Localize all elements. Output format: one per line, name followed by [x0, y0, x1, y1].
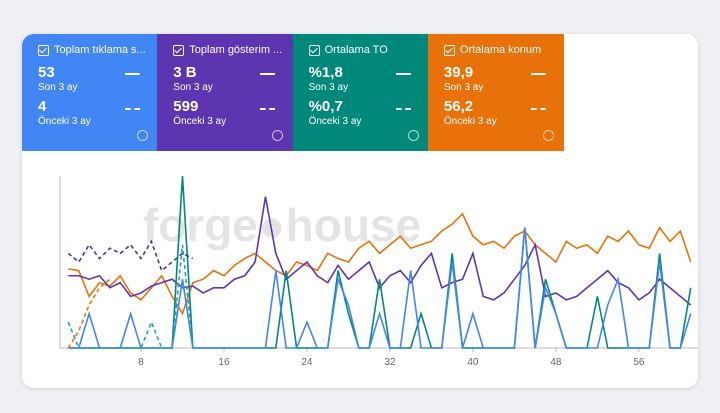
- help-icon[interactable]: [407, 130, 419, 141]
- checkbox: [173, 44, 185, 56]
- card-value: 3 B: [173, 64, 197, 81]
- card-title: Ortalama konum: [443, 44, 556, 56]
- card-title: Toplam tıklama s...: [38, 44, 150, 56]
- chart: forge●house 8 16 24 32 40 48 56: [59, 175, 698, 368]
- card-period: Son 3 ay: [308, 82, 349, 93]
- card-value: 39,9: [443, 64, 474, 81]
- x-tick-label: 16: [218, 357, 230, 368]
- card-period: Son 3 ay: [38, 82, 78, 93]
- card-prev-value: 599: [173, 98, 199, 115]
- card-title-text: Ortalama konum: [459, 44, 542, 56]
- metric-card[interactable]: Toplam gösterim ... 3 B Son 3 ay 599 Önceki …: [157, 34, 294, 151]
- card-prev-period: Önceki 3 ay: [443, 116, 497, 127]
- legend-solid: [530, 73, 546, 75]
- legend-solid: [395, 73, 411, 75]
- card-prev-value: 4: [38, 98, 47, 115]
- card-title-text: Toplam gösterim ...: [189, 44, 283, 56]
- legend-dashed: [260, 108, 276, 110]
- x-tick-label: 48: [550, 357, 562, 368]
- x-tick-label: 24: [301, 357, 313, 368]
- card-title: Ortalama TO: [308, 44, 421, 56]
- card-period: Son 3 ay: [173, 82, 213, 93]
- card-title-text: Toplam tıklama s...: [54, 44, 146, 56]
- x-tick-label: 56: [633, 357, 645, 368]
- checkbox: [443, 44, 455, 56]
- watermark: forge●house: [143, 199, 421, 251]
- card-prev-period: Önceki 3 ay: [173, 116, 227, 127]
- card-prev-value: %0,7: [308, 98, 343, 115]
- card-value: 53: [38, 64, 55, 81]
- metric-card[interactable]: Ortalama TO %1,8 Son 3 ay %0,7 Önceki 3 ay: [292, 34, 429, 151]
- help-icon[interactable]: [542, 130, 554, 141]
- x-tick-label: 8: [138, 357, 144, 368]
- card-period: Son 3 ay: [443, 82, 484, 93]
- card-title: Toplam gösterim ...: [173, 44, 285, 56]
- series-line: [68, 196, 692, 306]
- legend-dashed: [125, 108, 140, 110]
- x-tick-label: 32: [384, 357, 396, 368]
- metric-card[interactable]: Ortalama konum 39,9 Son 3 ay 56,2 Önceki 3 a…: [427, 34, 564, 151]
- legend-solid: [260, 73, 276, 75]
- checkbox: [308, 44, 320, 56]
- card-title-text: Ortalama TO: [324, 44, 388, 56]
- series-line: [67, 244, 194, 349]
- series-line: [67, 278, 111, 349]
- legend-dashed: [395, 108, 411, 110]
- card-prev-period: Önceki 3 ay: [38, 116, 91, 127]
- card-prev-value: 56,2: [443, 98, 474, 115]
- series-line: [68, 212, 692, 316]
- checkbox: [38, 44, 49, 56]
- card-prev-period: Önceki 3 ay: [308, 116, 362, 127]
- metric-card[interactable]: Toplam tıklama s... 53 Son 3 ay 4 Önceki 3 a…: [22, 34, 158, 151]
- panel: forge●house 8 16 24 32 40 48 56 Toplam tıklama…: [22, 34, 698, 388]
- legend-dashed: [530, 108, 546, 110]
- card-value: %1,8: [308, 64, 343, 81]
- help-icon[interactable]: [272, 130, 284, 141]
- x-tick-label: 40: [467, 357, 479, 368]
- legend-solid: [125, 73, 140, 75]
- help-icon[interactable]: [137, 130, 148, 141]
